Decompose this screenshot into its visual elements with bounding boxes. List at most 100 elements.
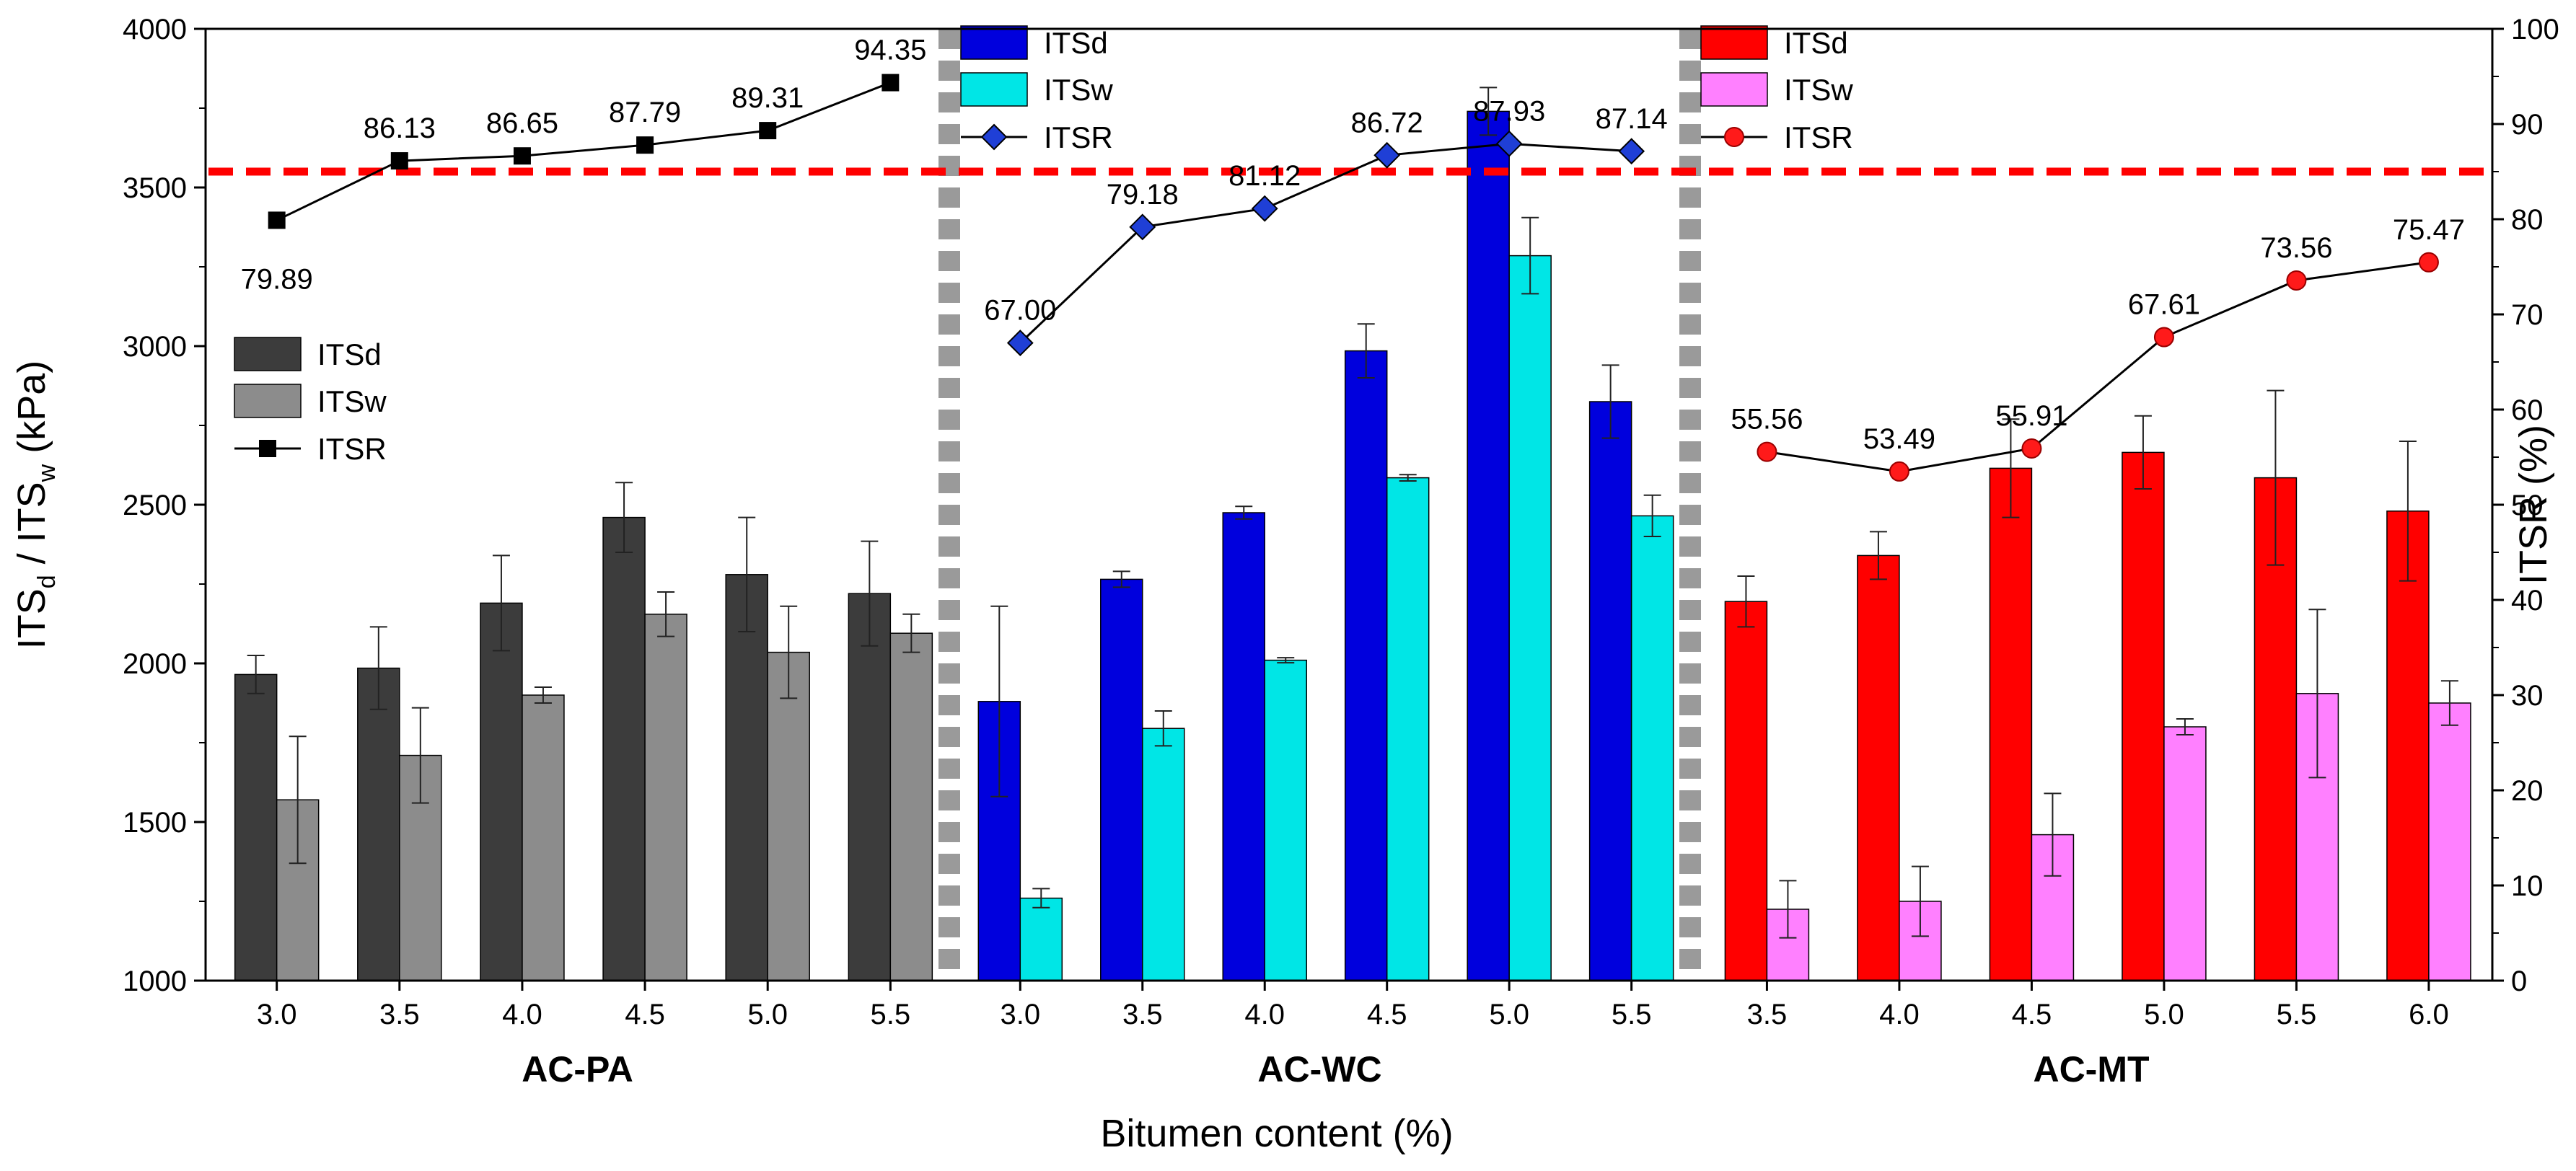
ac-pa-legend-itsr-label: ITSR (317, 432, 387, 466)
ac-wc-itsd-bar-3 (1344, 350, 1388, 981)
ac-mt-x-tick-label-4: 5.5 (2277, 999, 2317, 1030)
ac-pa-legend-itsw-swatch (234, 384, 302, 418)
ac-wc-itsw-bar-3 (1386, 477, 1430, 981)
y-right-tick-label-10: 100 (2511, 14, 2559, 45)
y-right-tick-label-4: 40 (2511, 585, 2544, 617)
ac-wc-itsw-bar-2 (1264, 659, 1307, 981)
ac-pa-itsr-label-1: 86.13 (364, 112, 436, 144)
ac-mt-itsd-bar-3 (2122, 451, 2165, 981)
ac-pa-x-tick-label-2: 4.0 (502, 999, 542, 1030)
y-right-tick-label-0: 0 (2511, 965, 2527, 997)
ac-mt-x-tick-label-0: 3.5 (1747, 999, 1788, 1030)
ac-mt-itsr-point-0 (1757, 441, 1777, 462)
ac-wc-itsr-label-1: 79.18 (1107, 179, 1179, 211)
y-axis-label-right: ITSR (%) (2512, 425, 2555, 585)
ac-pa-itsd-bar-2 (480, 602, 523, 981)
ac-mt-itsr-label-3: 67.61 (2128, 289, 2200, 321)
y-right-tick-label-2: 20 (2511, 775, 2544, 807)
ac-pa-itsd-bar-3 (602, 516, 646, 981)
ac-mt-itsr-point-4 (2286, 270, 2307, 291)
ac-pa-x-tick-label-4: 5.0 (747, 999, 788, 1030)
ac-pa-itsr-point-0 (268, 211, 286, 229)
ac-pa-legend: ITSd ITSw ITSR (234, 337, 387, 466)
ac-pa-itsd-bar-1 (357, 667, 400, 981)
ac-pa-x-tick-label-1: 3.5 (379, 999, 420, 1030)
ac-mt-itsr-label-2: 55.91 (1995, 400, 2067, 432)
y-left-tick-label-5: 3500 (123, 172, 187, 204)
y-right-tick-label-1: 10 (2511, 870, 2544, 902)
ac-wc-itsr-label-5: 87.14 (1596, 103, 1668, 135)
ac-pa-itsr-point-1 (390, 152, 408, 170)
ac-mt-legend-itsd-swatch (1700, 25, 1768, 60)
ac-pa-itsw-bar-5 (889, 632, 933, 981)
ac-mt-itsd-bar-5 (2386, 511, 2430, 981)
ac-wc-itsr-label-2: 81.12 (1228, 160, 1301, 192)
ac-wc-legend: ITSd ITSw ITSR (960, 25, 1113, 154)
ac-pa-itsr-label-4: 89.31 (731, 82, 804, 114)
ac-pa-itsr-point-4 (759, 122, 777, 140)
ac-pa-legend-itsd-label: ITSd (317, 337, 382, 371)
y-left-tick-label-0: 1000 (123, 965, 187, 997)
ac-wc-legend-itsr-label: ITSR (1044, 120, 1113, 154)
ac-mt-itsr-label-4: 73.56 (2260, 232, 2332, 264)
ac-wc-itsw-bar-5 (1630, 515, 1674, 981)
ac-pa-itsw-bar-2 (522, 694, 565, 981)
ac-wc-itsw-bar-0 (1019, 897, 1063, 981)
ac-wc-x-tick-label-2: 4.0 (1244, 999, 1285, 1030)
ac-mt-itsr-point-5 (2418, 252, 2439, 273)
ac-wc-itsd-bar-1 (1100, 578, 1143, 981)
ac-mt-x-tick-label-1: 4.0 (1879, 999, 1920, 1030)
itsr-lines-layer (268, 74, 2439, 482)
y-right-tick-label-8: 80 (2511, 204, 2544, 236)
ac-wc-legend-itsd-label: ITSd (1044, 26, 1108, 60)
ac-wc-itsd-bar-4 (1467, 110, 1510, 981)
ac-wc-x-tick-label-3: 4.5 (1367, 999, 1407, 1030)
y-left-tick-label-6: 4000 (123, 14, 187, 45)
y-right-tick-label-6: 60 (2511, 394, 2544, 426)
ac-pa-itsd-bar-0 (234, 673, 278, 981)
ac-pa-legend-itsd-swatch (234, 337, 302, 371)
ac-wc-legend-itsw-swatch (960, 72, 1028, 107)
x-axis-label: Bitumen content (%) (1100, 1112, 1453, 1155)
ac-pa-itsr-label-0: 79.89 (241, 263, 313, 295)
ac-pa-panel-label: AC-PA (522, 1049, 633, 1090)
ac-mt-itsd-bar-2 (1989, 467, 2033, 981)
ac-wc-x-tick-label-1: 3.5 (1122, 999, 1163, 1030)
legends-layer: ITSd ITSw ITSR ITSd ITSw ITSR ITSd ITSw ITSR (234, 25, 1853, 466)
y-left-tick-label-4: 3000 (123, 331, 187, 363)
ac-wc-panel-label: AC-WC (1257, 1049, 1381, 1090)
panel-separators (938, 29, 1701, 981)
ac-mt-itsr-point-1 (1889, 461, 1909, 482)
bars-layer (234, 110, 2471, 981)
ac-pa-itsd-bar-4 (725, 574, 768, 981)
y-left-tick-label-1: 1500 (123, 807, 187, 839)
ac-mt-panel-label: AC-MT (2033, 1049, 2149, 1090)
ac-mt-itsr-label-0: 55.56 (1731, 404, 1803, 436)
axes-layer: 3.0 3.5 4.0 4.5 5.0 5.5 AC-PA 3.0 3.5 4.0 4.5 5.0 5.… (123, 14, 2559, 1090)
ac-pa-itsd-bar-5 (848, 593, 892, 981)
ac-mt-x-tick-label-5: 6.0 (2409, 999, 2449, 1030)
ac-pa-itsr-label-5: 94.35 (854, 35, 926, 66)
ac-mt-itsr-point-3 (2153, 327, 2174, 348)
ac-wc-legend-itsd-swatch (960, 25, 1028, 60)
ac-pa-itsr-label-2: 86.65 (486, 107, 558, 139)
ac-wc-itsr-label-4: 87.93 (1473, 95, 1545, 127)
ac-wc-itsr-label-0: 67.00 (984, 295, 1056, 327)
ac-mt-legend-itsw-swatch (1700, 72, 1768, 107)
ac-mt-itsd-bar-1 (1857, 554, 1900, 981)
ac-mt-legend-itsw-label: ITSw (1784, 73, 1853, 107)
ac-wc-legend-itsw-label: ITSw (1044, 73, 1113, 107)
ac-mt-itsw-bar-5 (2428, 702, 2471, 981)
ac-mt-itsr-label-1: 53.49 (1863, 423, 1935, 455)
itsr-labels-layer: 79.89 86.13 86.65 87.79 89.31 94.35 67.00 79.18… (241, 35, 2465, 455)
ac-mt-legend: ITSd ITSw ITSR (1700, 25, 1853, 154)
ac-pa-x-tick-label-5: 5.5 (871, 999, 911, 1030)
ac-pa-itsr-point-5 (882, 74, 900, 92)
ac-pa-itsr-line (276, 81, 891, 221)
ac-pa-itsw-bar-3 (644, 614, 687, 981)
ac-mt-itsd-bar-0 (1724, 601, 1768, 981)
y-axis-label-left: ITSd / ITSw (kPa) (10, 361, 61, 650)
y-left-tick-label-3: 2500 (123, 490, 187, 521)
